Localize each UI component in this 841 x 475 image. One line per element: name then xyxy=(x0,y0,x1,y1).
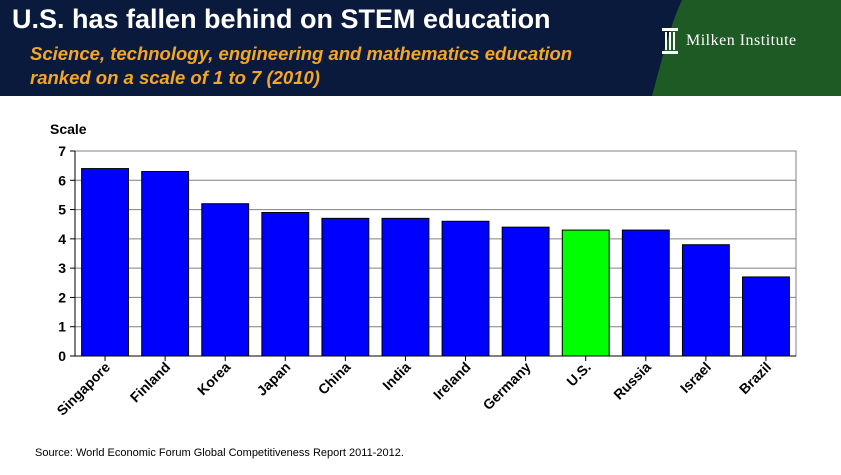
brand-panel xyxy=(652,0,841,96)
x-tick-label: India xyxy=(379,359,414,394)
page-title: U.S. has fallen behind on STEM education xyxy=(12,4,551,34)
y-tick-label: 7 xyxy=(58,143,66,159)
logo-text: Milken Institute xyxy=(686,32,797,49)
bar-finland xyxy=(141,171,190,357)
x-tick-label: Russia xyxy=(610,359,654,403)
bar-china xyxy=(321,217,370,357)
bar-chart: Scale 0 1 2 3 4 5 6 7 Singapore Finland Korea Japa… xyxy=(50,121,797,419)
bar-brazil xyxy=(742,276,790,357)
x-tick-label: Israel xyxy=(677,359,714,396)
bar-israel xyxy=(681,244,730,357)
x-tick-label: Brazil xyxy=(736,359,774,397)
milken-institute-logo: Milken Institute xyxy=(662,28,797,54)
bar-ireland xyxy=(441,220,490,357)
x-tick-label: Korea xyxy=(194,359,234,399)
y-tick-label: 5 xyxy=(58,202,66,218)
bar-germany xyxy=(501,226,550,357)
y-tick-label: 4 xyxy=(58,231,66,247)
bar-singapore xyxy=(81,168,129,357)
bar-japan xyxy=(261,212,310,357)
x-tick-label: Ireland xyxy=(430,359,474,403)
y-tick-label: 1 xyxy=(58,319,66,335)
bar-russia xyxy=(621,229,670,357)
y-tick-label: 2 xyxy=(58,289,66,305)
subtitle-line-2: ranked on a scale of 1 to 7 (2010) xyxy=(30,67,320,88)
bar-korea xyxy=(201,203,250,357)
source-note: Source: World Economic Forum Global Comp… xyxy=(35,447,404,459)
bar-u-s xyxy=(561,229,610,357)
column-icon xyxy=(662,28,678,54)
bar-india xyxy=(381,217,430,357)
y-tick-label: 6 xyxy=(58,172,66,188)
subtitle-line-1: Science, technology, engineering and mat… xyxy=(30,43,573,64)
y-tick-label: 3 xyxy=(58,260,66,276)
x-tick-label: Germany xyxy=(480,359,534,413)
header-banner: U.S. has fallen behind on STEM education… xyxy=(0,0,841,96)
x-tick-label: China xyxy=(315,359,354,398)
x-tick-label: U.S. xyxy=(563,359,594,390)
x-tick-label: Finland xyxy=(127,359,174,406)
x-tick-label: Japan xyxy=(253,359,293,399)
page-subtitle: Science, technology, engineering and mat… xyxy=(30,42,572,90)
x-tick-label: Singapore xyxy=(53,359,113,419)
y-tick-label: 0 xyxy=(58,348,66,364)
y-axis-label: Scale xyxy=(50,121,87,137)
